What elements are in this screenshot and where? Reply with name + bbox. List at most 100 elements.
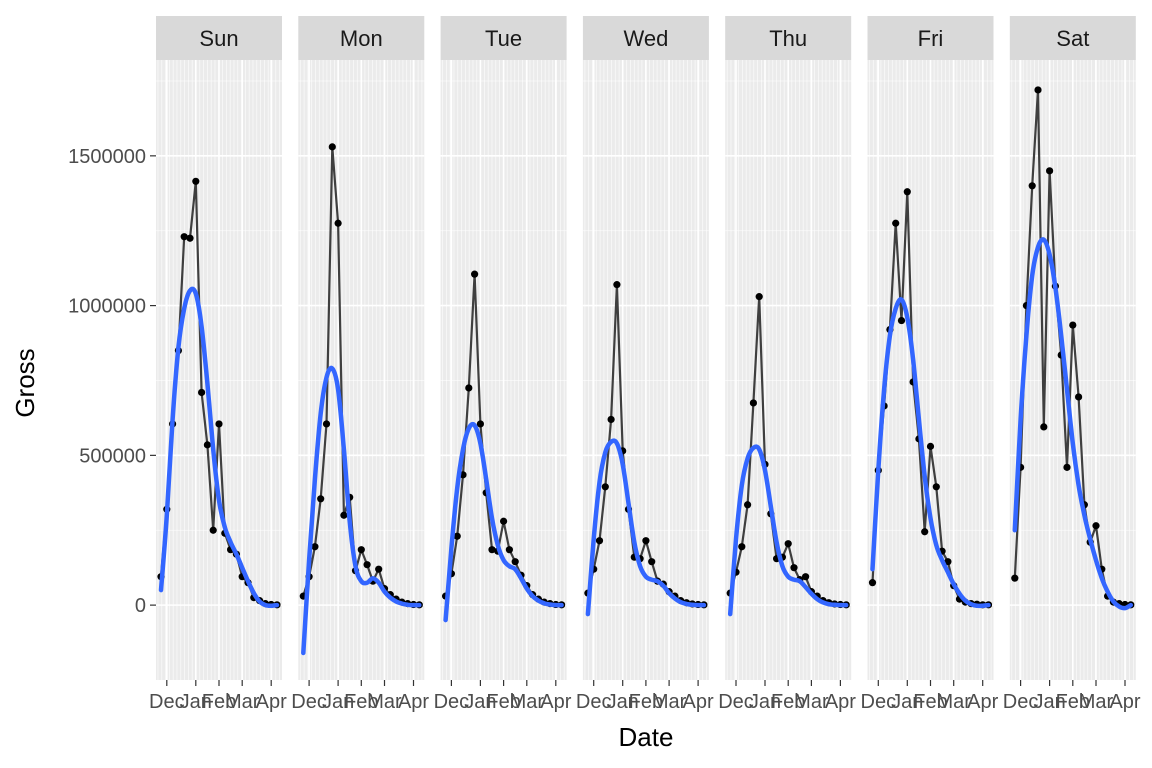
data-point: [744, 501, 752, 509]
facet-strip: [1009, 16, 1136, 60]
data-point: [749, 399, 758, 407]
data-point: [375, 565, 383, 573]
x-tick-label: Jan: [1033, 691, 1065, 713]
facet-strip-label: Tue: [485, 26, 522, 51]
x-tick-label: Feb: [344, 691, 378, 713]
data-point: [317, 495, 325, 503]
data-point: [642, 537, 650, 545]
data-point: [648, 558, 656, 566]
y-tick-label: 0: [135, 595, 146, 617]
data-point: [488, 546, 496, 554]
data-point: [790, 564, 798, 572]
data-point: [363, 561, 371, 569]
facet-strip: [867, 16, 994, 60]
data-point: [328, 143, 336, 151]
data-point: [471, 270, 479, 278]
x-tick-label: Dec: [291, 691, 327, 713]
data-point: [932, 483, 940, 491]
data-point: [186, 234, 194, 242]
data-point: [180, 233, 188, 241]
data-point: [921, 528, 929, 536]
data-point: [505, 546, 513, 554]
x-tick-label: Jan: [891, 691, 923, 713]
facet-strip: [725, 16, 852, 60]
x-tick-label: Dec: [576, 691, 612, 713]
x-tick-label: Dec: [1003, 691, 1039, 713]
data-point: [1069, 321, 1077, 329]
facet-strip: [298, 16, 425, 60]
data-point: [784, 540, 792, 548]
facet-strip: [440, 16, 567, 60]
smooth-trend-line: [727, 444, 849, 617]
data-point: [595, 537, 604, 545]
y-tick-label: 1000000: [68, 296, 146, 318]
x-tick-label: Apr: [398, 691, 429, 713]
x-tick-label: Mar: [652, 691, 687, 713]
data-point: [944, 558, 952, 566]
y-axis-title: Gross: [10, 348, 40, 417]
data-point: [215, 420, 223, 428]
x-tick-label: Apr: [967, 691, 998, 713]
data-point: [755, 293, 763, 301]
facet-strip-label: Thu: [769, 26, 807, 51]
x-tick-label: Dec: [718, 691, 754, 713]
data-point: [926, 442, 935, 450]
x-tick-label: Apr: [540, 691, 571, 713]
facet-strip-label: Wed: [623, 26, 668, 51]
x-tick-label: Feb: [629, 691, 663, 713]
data-point: [192, 177, 200, 185]
smooth-trend-line: [443, 421, 564, 623]
x-tick-label: Apr: [825, 691, 856, 713]
x-tick-label: Dec: [861, 691, 897, 713]
x-tick-label: Apr: [1109, 691, 1140, 713]
data-point: [1028, 182, 1036, 190]
data-point: [203, 441, 211, 449]
y-tick-label: 500000: [79, 445, 146, 467]
facet-strip-label: Fri: [918, 26, 944, 51]
data-point: [511, 558, 519, 566]
x-tick-label: Jan: [607, 691, 639, 713]
x-tick-label: Feb: [913, 691, 947, 713]
data-point: [1034, 86, 1042, 94]
data-point: [1040, 423, 1048, 431]
x-tick-label: Dec: [149, 691, 185, 713]
x-tick-label: Mar: [510, 691, 545, 713]
x-tick-label: Mar: [1079, 691, 1114, 713]
x-tick-label: Mar: [367, 691, 402, 713]
data-point: [903, 188, 911, 196]
x-tick-label: Feb: [486, 691, 520, 713]
data-point: [892, 219, 900, 227]
data-point: [897, 316, 906, 325]
data-point: [465, 384, 473, 392]
data-point: [601, 483, 609, 491]
facet-strip: [582, 16, 709, 60]
data-point: [1046, 167, 1054, 175]
data-point: [1011, 574, 1019, 582]
x-tick-label: Feb: [771, 691, 805, 713]
data-point: [607, 415, 615, 424]
smooth-trend-line: [1012, 237, 1134, 611]
facet-strip-label: Mon: [340, 26, 383, 51]
data-point: [500, 517, 508, 525]
data-point: [209, 526, 217, 534]
smooth-trend-line: [301, 365, 422, 656]
data-point: [1075, 393, 1083, 401]
data-point: [613, 281, 621, 289]
y-tick-label: 1500000: [68, 146, 146, 168]
x-tick-label: Mar: [794, 691, 829, 713]
data-point: [322, 420, 331, 428]
data-point: [738, 543, 746, 551]
data-point: [311, 543, 319, 551]
data-point: [334, 219, 342, 227]
data-point: [453, 532, 461, 540]
x-tick-label: Jan: [322, 691, 354, 713]
facet-strip-label: Sun: [199, 26, 238, 51]
